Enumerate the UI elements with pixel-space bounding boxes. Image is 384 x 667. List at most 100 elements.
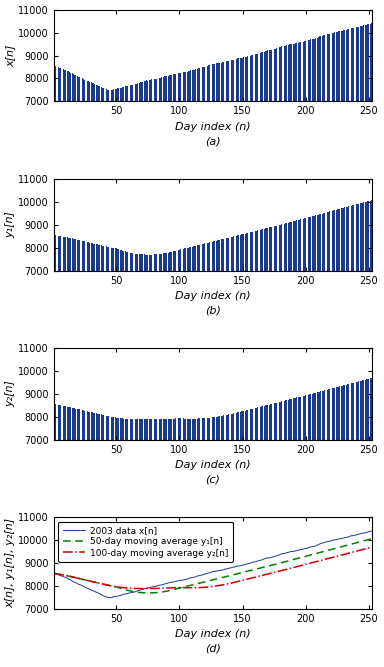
Bar — [136, 420, 137, 440]
Bar — [305, 396, 306, 440]
Bar — [312, 39, 313, 101]
Bar — [106, 416, 107, 440]
Bar — [185, 419, 186, 440]
Bar — [112, 89, 113, 101]
Bar — [367, 201, 368, 271]
Bar — [60, 236, 61, 271]
Bar — [137, 420, 138, 440]
Bar — [309, 40, 310, 101]
Bar — [329, 389, 330, 440]
Bar — [323, 213, 324, 271]
Bar — [334, 210, 335, 271]
Bar — [189, 419, 190, 440]
Bar — [87, 242, 88, 271]
Bar — [366, 202, 367, 271]
Bar — [94, 84, 95, 101]
Bar — [65, 237, 66, 271]
Bar — [84, 241, 85, 271]
Bar — [189, 71, 190, 101]
Bar — [173, 419, 174, 440]
Bar — [231, 414, 232, 440]
Bar — [72, 408, 73, 440]
Bar — [107, 416, 108, 440]
Bar — [251, 232, 252, 271]
Bar — [118, 418, 119, 440]
Bar — [342, 386, 343, 440]
50-day moving average y₁[n] — [305, 552, 310, 560]
Bar — [310, 217, 311, 271]
Bar — [217, 63, 218, 101]
50-day moving average y₁[n] — [147, 589, 151, 597]
Bar — [274, 49, 275, 101]
100-day moving average y₂[n] — [142, 584, 146, 592]
Bar — [83, 79, 84, 101]
Bar — [363, 203, 364, 271]
Bar — [284, 401, 285, 440]
Bar — [125, 251, 126, 271]
Bar — [78, 77, 79, 101]
Bar — [256, 408, 257, 440]
Bar — [290, 44, 291, 101]
Bar — [366, 380, 367, 440]
Bar — [222, 239, 223, 271]
Bar — [346, 385, 347, 440]
Bar — [271, 404, 272, 440]
Bar — [286, 45, 287, 101]
X-axis label: Day index (n): Day index (n) — [175, 291, 251, 301]
Bar — [67, 237, 68, 271]
Bar — [231, 60, 232, 101]
Bar — [351, 28, 352, 101]
Bar — [221, 63, 222, 101]
Bar — [82, 410, 83, 440]
Bar — [170, 75, 171, 101]
Bar — [107, 90, 108, 101]
Bar — [164, 253, 165, 271]
Bar — [98, 86, 99, 101]
Bar — [168, 253, 169, 271]
Bar — [348, 384, 349, 440]
Bar — [103, 89, 104, 101]
Bar — [122, 87, 123, 101]
Bar — [246, 57, 247, 101]
X-axis label: Day index (n): Day index (n) — [175, 630, 251, 640]
Bar — [164, 419, 165, 440]
Bar — [83, 241, 84, 271]
Bar — [256, 54, 257, 101]
Bar — [352, 205, 353, 271]
Bar — [334, 32, 335, 101]
Bar — [358, 27, 359, 101]
Bar — [130, 419, 131, 440]
Bar — [253, 408, 255, 440]
Bar — [269, 227, 270, 271]
Bar — [126, 419, 127, 440]
Bar — [322, 35, 323, 101]
Bar — [358, 204, 359, 271]
Bar — [274, 226, 275, 271]
Bar — [304, 41, 305, 101]
Bar — [101, 245, 102, 271]
Bar — [315, 393, 316, 440]
Bar — [210, 242, 212, 271]
Bar — [208, 243, 209, 271]
Bar — [111, 90, 112, 101]
Bar — [60, 406, 61, 440]
Bar — [61, 69, 63, 101]
Bar — [63, 406, 64, 440]
Bar — [238, 59, 239, 101]
Bar — [243, 57, 244, 101]
Bar — [337, 387, 338, 440]
Bar — [168, 419, 169, 440]
Bar — [194, 69, 195, 101]
Bar — [203, 418, 204, 440]
Bar — [120, 88, 121, 101]
Bar — [218, 240, 219, 271]
Bar — [125, 87, 126, 101]
Bar — [299, 397, 300, 440]
Bar — [103, 246, 104, 271]
2003 data x[n] — [58, 572, 63, 580]
Bar — [360, 203, 361, 271]
Bar — [127, 86, 128, 101]
Bar — [339, 386, 340, 440]
Bar — [165, 253, 166, 271]
Bar — [78, 409, 79, 440]
